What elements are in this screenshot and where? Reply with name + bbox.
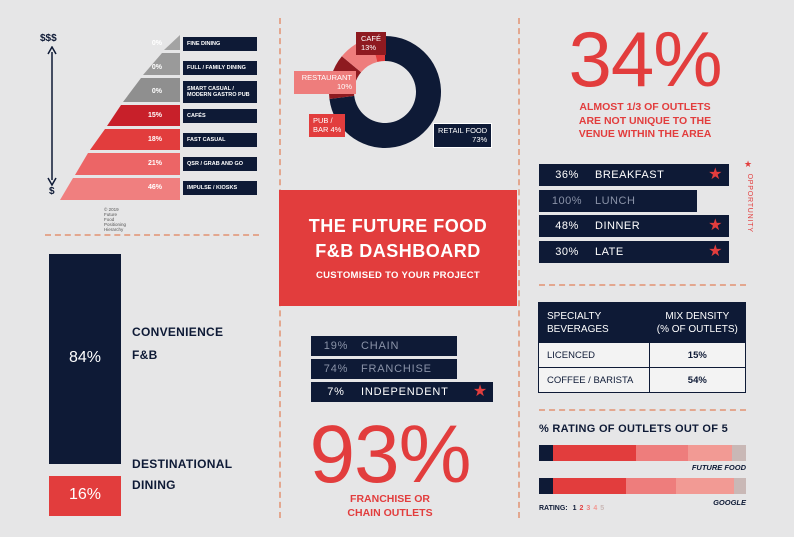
dashboard-title: THE FUTURE FOOD: [308, 216, 488, 236]
meal-row-breakfast: 36% BREAKFAST ★: [539, 164, 729, 186]
series-label: FUTURE FOOD: [691, 463, 746, 472]
donut-label-pub: PUB / BAR 4%: [309, 114, 346, 137]
tier-percent: 15%: [147, 112, 162, 119]
tier-label: Smart Casual / Modern Gastro Pub: [183, 81, 257, 103]
dashboard-title: F&B DASHBOARD: [315, 241, 481, 261]
tier-label: Impulse / Kiosks: [183, 181, 257, 195]
ownership-row-franchise: 74% FRANCHISE: [311, 359, 457, 379]
rating-segment-1: [539, 445, 554, 461]
tier-label: Fast Casual: [183, 133, 257, 147]
table-row: COFFEE / BARISTA 54%: [538, 367, 747, 393]
tier-percent: 46%: [147, 184, 162, 191]
tier-label: Cafés: [183, 109, 257, 123]
tier-percent: 18%: [147, 136, 162, 143]
convenience-percent: 84%: [68, 349, 102, 366]
rating-segment-1: [539, 478, 554, 494]
meal-row-lunch: 100% LUNCH: [539, 190, 697, 212]
uniqueness-caption: ALMOST 1/3 OF OUTLETS ARE NOT UNIQUE TO T…: [578, 101, 712, 140]
uniqueness-stat: 34%: [568, 15, 722, 103]
destinational-bar: [49, 476, 121, 516]
dashboard-subtitle: CUSTOMISED TO YOUR PROJECT: [315, 270, 481, 281]
meal-row-late: 30% LATE ★: [539, 241, 729, 263]
tier-label: Full / Family Dining: [183, 61, 257, 75]
divider: [45, 234, 259, 236]
donut-label-retail: RETAIL FOOD 73%: [433, 123, 493, 148]
opportunity-legend: ★ OPPORTUNITY: [744, 160, 754, 233]
pyramid-tier: [143, 53, 180, 75]
rating-segment-3: [625, 478, 676, 494]
offer-split-chart: [49, 254, 121, 516]
price-arrow-icon: [47, 46, 57, 186]
beverage-mix-table: SPECIALTY BEVERAGES MIX DENSITY (% OF OUTL…: [538, 302, 747, 393]
rating-scale-number: 4: [593, 505, 598, 512]
star-icon: ★: [472, 383, 488, 400]
series-label: GOOGLE: [713, 498, 746, 507]
franchise-chain-caption: FRANCHISE OR CHAIN OUTLETS: [347, 493, 433, 519]
table-cell: COFFEE / BARISTA: [538, 367, 650, 393]
tier-label: QSR / Grab and Go: [183, 157, 257, 171]
star-icon: ★: [708, 217, 723, 234]
rating-scale-number: 3: [586, 505, 591, 512]
rating-segment-2: [553, 445, 637, 461]
table-row: LICENCED 15%: [538, 342, 747, 368]
pyramid-tier: [75, 153, 180, 175]
ownership-row-chain: 19% CHAIN: [311, 336, 457, 356]
destinational-percent: 16%: [68, 486, 102, 503]
pyramid-tier: [107, 105, 180, 126]
ownership-row-independent: 7% INDEPENDENT ★: [311, 382, 493, 402]
price-low-label: $: [49, 186, 55, 197]
pyramid-tier: [164, 35, 180, 50]
star-icon: ★: [708, 166, 723, 183]
rating-scale-number: 1: [572, 505, 577, 512]
destinational-label: DESTINATIONAL DINING: [132, 457, 233, 492]
divider: [518, 18, 520, 518]
rating-segment-5: [733, 478, 746, 494]
ratings-title: % RATING OF OUTLETS OUT OF 5: [539, 423, 729, 435]
tier-percent: 0%: [151, 40, 162, 47]
tier-percent: 0%: [151, 88, 162, 95]
convenience-label: CONVENIENCE F&B: [132, 325, 224, 362]
table-header: MIX DENSITY (% OF OUTLETS): [648, 302, 747, 343]
tier-percent: 0%: [151, 64, 162, 71]
price-high-label: $$$: [40, 33, 57, 44]
divider: [539, 284, 746, 286]
pyramid-tier: [90, 129, 180, 150]
dashboard-title-block: THE FUTURE FOOD F&B DASHBOARD CUSTOMISED…: [279, 190, 517, 306]
rating-bar-google: [539, 478, 746, 494]
table-cell: LICENCED: [538, 342, 650, 368]
tier-label: Fine Dining: [183, 37, 257, 51]
rating-scale-number: 2: [579, 505, 584, 512]
pyramid-shape: [60, 35, 180, 200]
table-header-row: SPECIALTY BEVERAGES MIX DENSITY (% OF OUTL…: [538, 302, 747, 343]
donut-label-cafe: CAFÉ 13%: [356, 32, 387, 55]
pyramid-tier: [60, 178, 180, 200]
table-header: SPECIALTY BEVERAGES: [538, 302, 650, 343]
tier-percent: 21%: [147, 160, 162, 167]
table-cell: 54%: [648, 367, 747, 393]
rating-segment-2: [553, 478, 626, 494]
donut-label-restaurant: RESTAURANT 10%: [294, 71, 356, 94]
pyramid-tier: [123, 78, 180, 102]
rating-bar-future-food: [539, 445, 746, 461]
rating-segment-4: [675, 478, 734, 494]
star-icon: ★: [708, 243, 723, 260]
divider: [539, 409, 746, 411]
table-cell: 15%: [648, 342, 747, 368]
rating-segment-5: [731, 445, 746, 461]
star-icon: ★: [744, 160, 754, 171]
rating-segment-3: [636, 445, 689, 461]
meal-row-dinner: 48% DINNER ★: [539, 215, 729, 237]
donut-slice-retail-food: [329, 36, 441, 148]
convenience-bar: [49, 254, 121, 464]
rating-scale-number: 5: [600, 505, 605, 512]
franchise-chain-stat: 93%: [309, 409, 471, 500]
rating-segment-4: [688, 445, 732, 461]
pyramid-credit: © 2019 Future Food Positioning Hierarchy: [104, 207, 127, 232]
